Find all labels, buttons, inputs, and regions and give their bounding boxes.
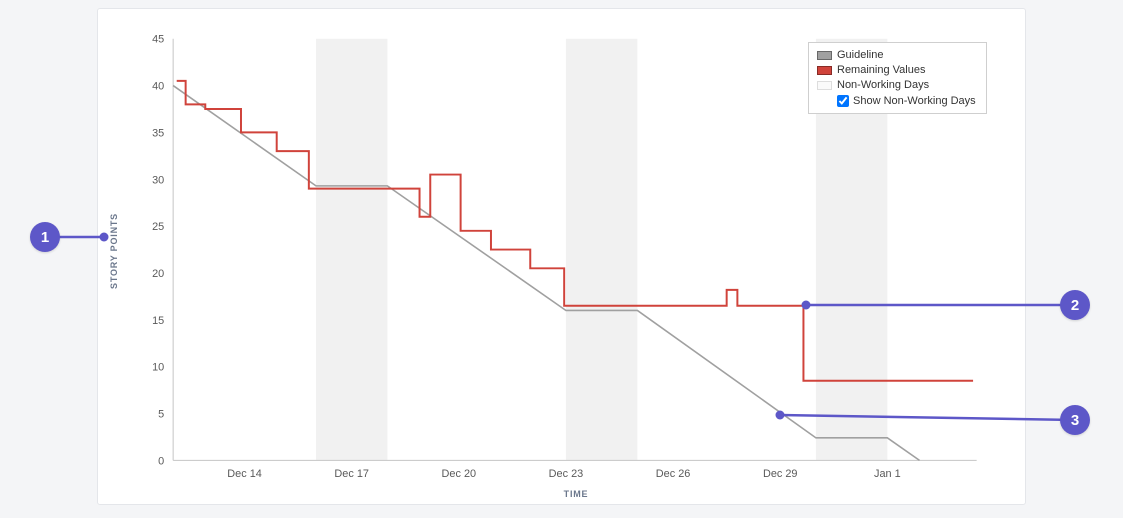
y-tick-label: 30 — [152, 174, 164, 186]
callout-badge-1: 1 — [30, 222, 60, 252]
y-tick-label: 15 — [152, 315, 164, 327]
burndown-chart-card: 0 5 10 15 20 25 30 35 40 45 Dec 14 Dec 17 Dec 20 Dec … — [97, 8, 1026, 505]
x-tick-label: Dec 17 — [334, 468, 369, 480]
legend-swatch — [817, 80, 832, 90]
x-tick-label: Dec 14 — [227, 468, 262, 480]
legend-label: Remaining Values — [837, 64, 926, 76]
legend-label: Non-Working Days — [837, 79, 930, 91]
x-tick-label: Dec 29 — [763, 468, 798, 480]
y-tick-label: 35 — [152, 127, 164, 139]
show-non-working-days-checkbox[interactable] — [837, 95, 849, 107]
callout-badge-2: 2 — [1060, 290, 1090, 320]
y-axis-title: STORY POINTS — [109, 213, 119, 289]
show-non-working-days-toggle[interactable]: Show Non-Working Days — [837, 95, 976, 107]
x-tick-label: Dec 26 — [656, 468, 691, 480]
chart-legend: Guideline Remaining Values Non-Working Day… — [808, 42, 987, 114]
y-tick-label: 5 — [158, 408, 164, 420]
y-tick-label: 25 — [152, 221, 164, 233]
legend-swatch — [817, 65, 832, 75]
y-tick-label: 0 — [158, 455, 164, 467]
series-guideline — [172, 84, 920, 462]
show-non-working-days-label: Show Non-Working Days — [853, 95, 976, 107]
y-tick-label: 20 — [152, 268, 164, 280]
legend-item: Remaining Values — [817, 64, 976, 76]
legend-item: Guideline — [817, 49, 976, 61]
non-working-day-band — [565, 38, 638, 461]
x-axis-title: TIME — [563, 489, 589, 499]
series-remaining-values — [176, 79, 974, 382]
non-working-day-band — [315, 38, 388, 461]
x-tick-label: Dec 23 — [549, 468, 584, 480]
x-tick-label: Dec 20 — [442, 468, 477, 480]
y-tick-label: 10 — [152, 362, 164, 374]
x-tick-label: Jan 1 — [874, 468, 901, 480]
legend-items: Guideline Remaining Values Non-Working Day… — [817, 49, 976, 91]
legend-swatch — [817, 50, 832, 60]
legend-label: Guideline — [837, 49, 884, 61]
callout-badge-3: 3 — [1060, 405, 1090, 435]
y-tick-label: 45 — [152, 34, 164, 46]
legend-item: Non-Working Days — [817, 79, 976, 91]
y-tick-label: 40 — [152, 81, 164, 93]
